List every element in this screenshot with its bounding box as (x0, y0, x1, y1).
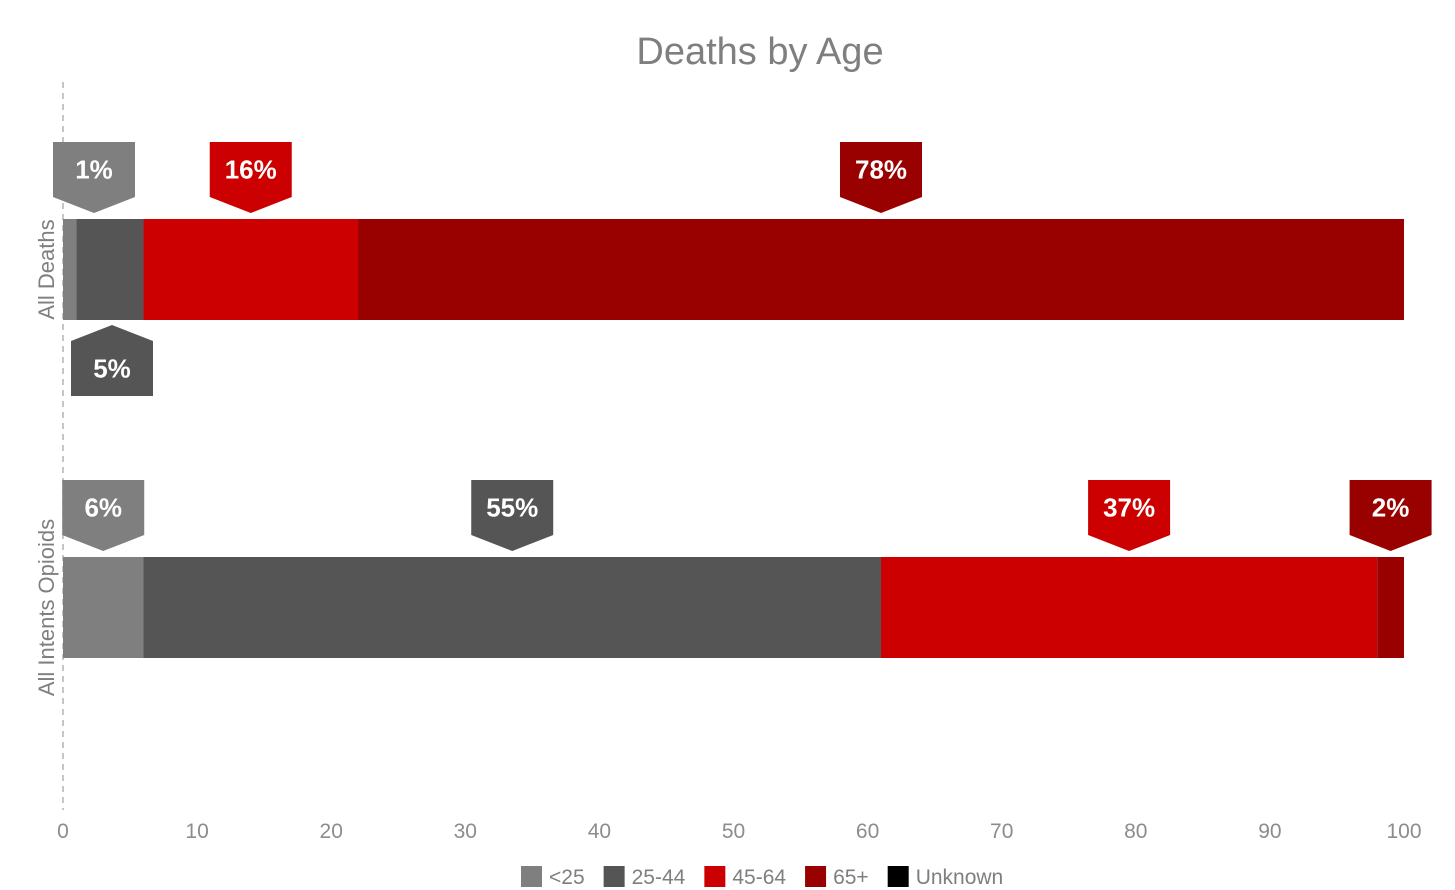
bar-all-intents-opioids-under-25 (63, 557, 144, 658)
data-label-all-intents-opioids-under-25: 6% (84, 493, 122, 523)
data-label-all-intents-opioids-45-64-callout (1088, 480, 1171, 551)
x-tick-label-50: 50 (722, 820, 745, 843)
x-tick-label-70: 70 (990, 820, 1013, 843)
x-tick-label-40: 40 (588, 820, 611, 843)
legend-label-under-25: <25 (549, 866, 585, 889)
data-label-all-deaths-25-44: 5% (93, 354, 131, 384)
legend-swatch-45-64 (704, 866, 726, 887)
bar-all-intents-opioids-25-44 (143, 557, 882, 658)
legend-label-unknown: Unknown (916, 866, 1004, 889)
bar-all-deaths-45-64 (143, 219, 359, 320)
data-label-all-deaths-45-64: 16% (225, 155, 277, 185)
x-tick-label-30: 30 (454, 820, 477, 843)
data-label-all-deaths-25-44-callout (71, 325, 153, 396)
x-tick-label-90: 90 (1258, 820, 1281, 843)
legend-swatch-65 (805, 866, 827, 887)
legend-swatch-25-44 (603, 866, 625, 887)
category-label-all-intents-opioids: All Intents Opioids (34, 519, 59, 696)
legend-label-25-44: 25-44 (632, 866, 686, 889)
x-tick-label-10: 10 (185, 820, 208, 843)
chart-title: Deaths by Age (636, 31, 883, 73)
data-label-all-deaths-under-25: 1% (75, 155, 113, 185)
x-tick-label-60: 60 (856, 820, 879, 843)
data-label-all-intents-opioids-25-44-callout (471, 480, 554, 551)
data-label-all-intents-opioids-under-25-callout (62, 480, 145, 551)
data-label-all-intents-opioids-45-64: 37% (1103, 493, 1155, 523)
data-label-all-deaths-65-callout (840, 142, 923, 213)
bar-all-intents-opioids-65 (1377, 557, 1404, 658)
x-tick-label-0: 0 (57, 820, 69, 843)
bar-all-intents-opioids-45-64 (881, 557, 1378, 658)
data-label-all-intents-opioids-25-44: 55% (486, 493, 538, 523)
x-tick-label-100: 100 (1386, 820, 1421, 843)
legend-label-65: 65+ (833, 866, 869, 889)
legend-swatch-unknown (887, 866, 909, 887)
category-label-all-deaths: All Deaths (34, 219, 59, 319)
x-tick-label-20: 20 (320, 820, 343, 843)
data-label-all-deaths-45-64-callout (209, 142, 292, 213)
x-tick-label-80: 80 (1124, 820, 1147, 843)
bar-all-deaths-under-25 (63, 219, 77, 320)
bar-all-deaths-65 (358, 219, 1404, 320)
legend-label-45-64: 45-64 (732, 866, 786, 889)
data-label-all-intents-opioids-65-callout (1349, 480, 1432, 551)
bar-all-deaths-25-44 (76, 219, 144, 320)
data-label-all-intents-opioids-65: 2% (1372, 493, 1410, 523)
legend-swatch-under-25 (521, 866, 542, 887)
data-label-all-deaths-65: 78% (855, 155, 907, 185)
data-label-all-deaths-under-25-callout (53, 142, 135, 213)
